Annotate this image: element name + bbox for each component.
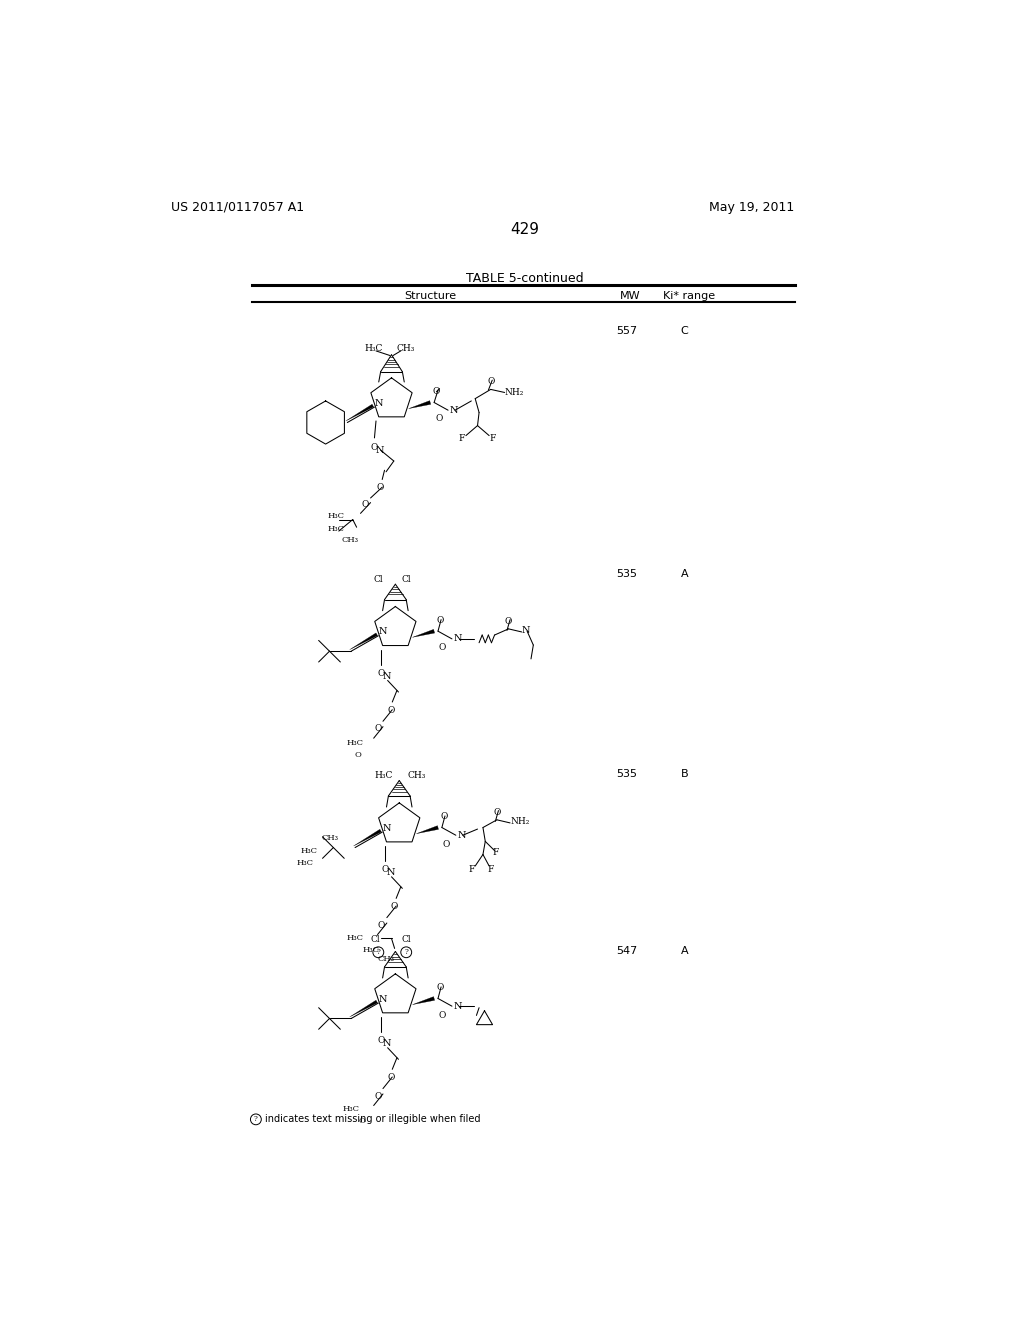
Text: N: N xyxy=(375,399,383,408)
Polygon shape xyxy=(349,632,378,649)
Text: O: O xyxy=(378,921,385,929)
Text: F: F xyxy=(493,847,499,857)
Text: 557: 557 xyxy=(615,326,637,337)
Text: N: N xyxy=(454,635,462,643)
Polygon shape xyxy=(353,829,381,846)
Text: N: N xyxy=(379,627,387,636)
Text: H₃C: H₃C xyxy=(365,345,383,352)
Text: 535: 535 xyxy=(615,569,637,578)
Text: ?: ? xyxy=(404,948,409,956)
Text: O: O xyxy=(377,483,384,491)
Text: C: C xyxy=(681,326,688,337)
Text: TABLE 5-continued: TABLE 5-continued xyxy=(466,272,584,285)
Text: indicates text missing or illegible when filed: indicates text missing or illegible when… xyxy=(265,1114,480,1125)
Text: 535: 535 xyxy=(615,770,637,779)
Text: O: O xyxy=(487,378,495,385)
Text: O: O xyxy=(436,414,443,422)
Text: O: O xyxy=(378,1036,385,1045)
Text: A: A xyxy=(681,946,688,956)
Text: B: B xyxy=(681,770,688,779)
Text: O: O xyxy=(391,903,398,911)
Text: N: N xyxy=(458,830,466,840)
Text: Cl: Cl xyxy=(371,936,380,944)
Text: Structure: Structure xyxy=(404,290,457,301)
Text: US 2011/0117057 A1: US 2011/0117057 A1 xyxy=(171,201,304,214)
Text: 547: 547 xyxy=(615,946,637,956)
Text: N: N xyxy=(521,626,530,635)
Text: N: N xyxy=(376,446,384,454)
Text: F: F xyxy=(468,866,474,874)
Text: H₃C: H₃C xyxy=(362,946,379,954)
Text: Ki* range: Ki* range xyxy=(663,290,715,301)
Text: H₃C: H₃C xyxy=(328,512,345,520)
Text: May 19, 2011: May 19, 2011 xyxy=(710,201,795,214)
Text: CH₃: CH₃ xyxy=(407,771,425,780)
Text: N: N xyxy=(387,869,395,878)
Text: O: O xyxy=(436,615,444,624)
Text: O: O xyxy=(361,499,369,508)
Text: CH₃: CH₃ xyxy=(378,956,394,964)
Text: O: O xyxy=(440,812,447,821)
Text: ?: ? xyxy=(377,948,380,956)
Text: H₃C: H₃C xyxy=(346,935,364,942)
Text: F: F xyxy=(458,434,465,444)
Text: NH₂: NH₂ xyxy=(505,388,524,397)
Text: Cl: Cl xyxy=(401,576,412,583)
Text: H₃C: H₃C xyxy=(375,771,393,780)
Text: O: O xyxy=(378,669,385,678)
Text: Cl: Cl xyxy=(401,936,412,944)
Text: F: F xyxy=(487,866,494,874)
Polygon shape xyxy=(349,1001,378,1016)
Text: N: N xyxy=(379,995,387,1003)
Text: O: O xyxy=(382,866,389,874)
Text: H₃C: H₃C xyxy=(328,525,345,533)
Text: NH₂: NH₂ xyxy=(510,817,529,826)
Polygon shape xyxy=(346,404,374,421)
Text: A: A xyxy=(681,569,688,578)
Text: O: O xyxy=(374,1092,381,1101)
Text: O: O xyxy=(354,751,361,759)
Text: N: N xyxy=(454,1002,462,1011)
Text: O: O xyxy=(439,1011,446,1020)
Polygon shape xyxy=(413,630,434,638)
Text: O: O xyxy=(387,1073,394,1082)
Text: 429: 429 xyxy=(510,222,540,236)
Text: O: O xyxy=(371,442,378,451)
Text: Cl: Cl xyxy=(374,576,383,583)
Text: O: O xyxy=(442,840,451,849)
Text: CH₃: CH₃ xyxy=(341,536,358,544)
Text: N: N xyxy=(383,824,391,833)
Text: O: O xyxy=(505,616,512,626)
Text: H₃C: H₃C xyxy=(301,847,317,855)
Text: N: N xyxy=(383,1039,391,1048)
Text: F: F xyxy=(489,434,496,444)
Text: H₃C: H₃C xyxy=(343,1105,359,1113)
Text: MW: MW xyxy=(620,290,641,301)
Text: O: O xyxy=(439,644,446,652)
Text: O: O xyxy=(358,1117,365,1125)
Polygon shape xyxy=(413,997,434,1005)
Polygon shape xyxy=(417,826,438,834)
Text: H₃C: H₃C xyxy=(346,739,364,747)
Text: ?: ? xyxy=(254,1115,258,1123)
Text: N: N xyxy=(450,405,458,414)
Polygon shape xyxy=(409,401,431,409)
Text: CH₃: CH₃ xyxy=(322,834,339,842)
Text: N: N xyxy=(383,672,391,681)
Text: O: O xyxy=(374,725,381,734)
Text: H₃C: H₃C xyxy=(296,859,313,867)
Text: O: O xyxy=(494,808,501,817)
Text: O: O xyxy=(433,387,440,396)
Text: O: O xyxy=(387,706,394,715)
Text: O: O xyxy=(436,983,444,993)
Text: CH₃: CH₃ xyxy=(396,345,415,352)
